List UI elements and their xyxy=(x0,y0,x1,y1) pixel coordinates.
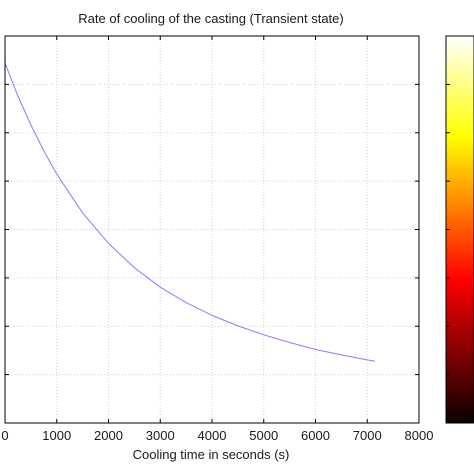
x-tick-layer: 0 1000 2000 3000 4000 5000 6000 7000 8000 xyxy=(1,36,433,443)
grid-layer xyxy=(5,36,419,423)
colorbar xyxy=(445,35,474,424)
y-tick-mark-layer xyxy=(5,83,419,376)
cooling-curve-line xyxy=(4,62,376,362)
x-tick-label: 7000 xyxy=(353,428,382,443)
x-axis-label: Cooling time in seconds (s) xyxy=(133,447,290,462)
series-layer xyxy=(4,62,376,362)
x-tick-label: 3000 xyxy=(146,428,175,443)
x-tick-label: 6000 xyxy=(301,428,330,443)
x-tick-label: 4000 xyxy=(198,428,227,443)
x-tick-label: 2000 xyxy=(94,428,123,443)
x-tick-label: 5000 xyxy=(249,428,278,443)
x-tick-label: 8000 xyxy=(405,428,434,443)
plot-frame xyxy=(4,35,420,424)
colorbar-ticks xyxy=(446,83,450,376)
x-tick-label: 1000 xyxy=(42,428,71,443)
x-tick-label: 0 xyxy=(1,428,8,443)
chart-title: Rate of cooling of the casting (Transien… xyxy=(78,11,343,26)
